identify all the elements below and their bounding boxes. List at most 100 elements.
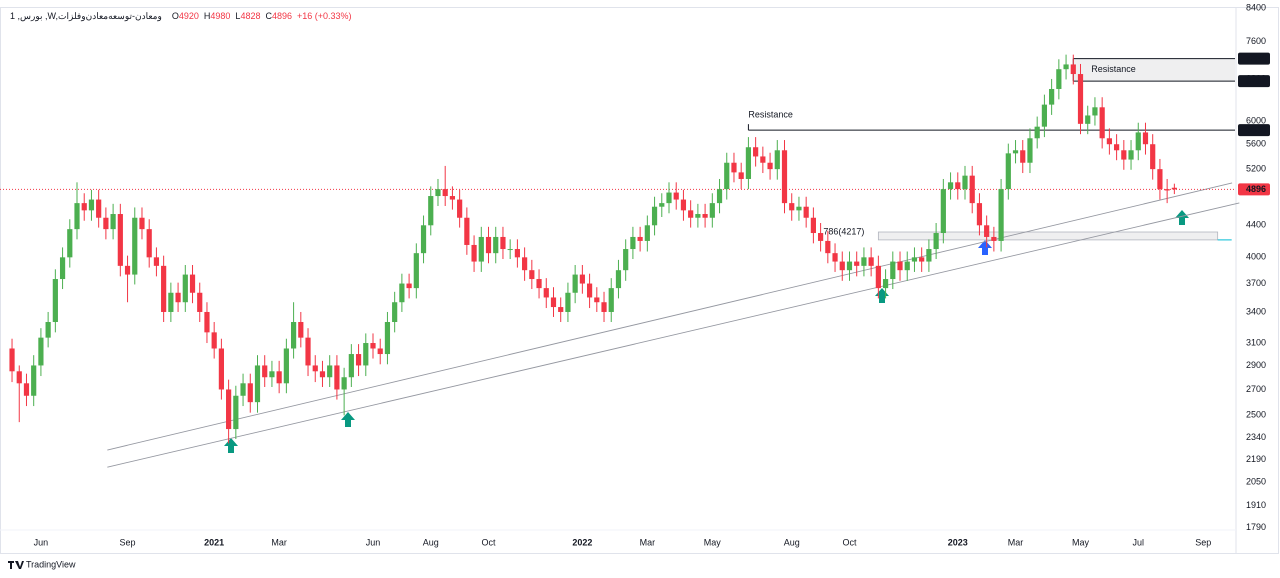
- candle-body: [536, 279, 542, 289]
- candle-body: [341, 377, 347, 390]
- candle-body: [803, 206, 809, 218]
- candle-body: [565, 292, 571, 312]
- candle-body: [168, 292, 174, 312]
- candle-body: [861, 257, 867, 266]
- candle-body: [810, 217, 816, 234]
- candle-body: [146, 229, 152, 258]
- candle-body: [911, 257, 918, 262]
- candle-body: [305, 337, 311, 366]
- candle-body: [377, 348, 383, 355]
- candle-body: [586, 283, 593, 298]
- y-tick-label: 2500: [1246, 410, 1266, 420]
- candle-body: [1063, 64, 1069, 70]
- y-tick-label: 2190: [1246, 454, 1266, 464]
- candle-body: [269, 371, 275, 378]
- candle-body: [854, 261, 860, 266]
- candle-body: [290, 322, 297, 349]
- price-label-box: [1238, 52, 1270, 65]
- x-tick-label: 2022: [572, 537, 592, 547]
- candle-body: [651, 206, 658, 226]
- candle-body: [493, 236, 499, 254]
- candle-body: [1128, 150, 1134, 160]
- candle-body: [796, 206, 802, 211]
- candle-body: [1106, 138, 1112, 145]
- candle-body: [659, 203, 665, 207]
- price-label: 5839: [1246, 125, 1266, 135]
- candle-body: [1157, 169, 1163, 190]
- candle-body: [1049, 88, 1055, 105]
- legend-label: H: [204, 11, 211, 21]
- y-tick-label: 5200: [1246, 164, 1266, 174]
- candle-body: [731, 162, 737, 173]
- candle-body: [132, 217, 138, 275]
- candle-body: [420, 225, 427, 254]
- candle-body: [608, 288, 614, 312]
- candle-body: [1142, 132, 1149, 145]
- candle-body: [218, 348, 224, 390]
- candle-body: [124, 265, 131, 275]
- candle-body: [745, 147, 752, 179]
- candle-body: [471, 244, 477, 262]
- candle-body: [1150, 144, 1156, 170]
- candle-body: [276, 371, 282, 384]
- y-tick-label: 3100: [1246, 337, 1266, 347]
- candle-body: [998, 189, 1004, 241]
- candle-body: [673, 192, 679, 200]
- candle-body: [139, 217, 145, 230]
- candle-body: [738, 172, 744, 179]
- y-tick-label: 3700: [1246, 278, 1266, 288]
- candle-body: [312, 365, 318, 372]
- candle-body: [904, 261, 910, 271]
- legend: 1 ,بورس ,W,ومعادن-توسعه‌معادن‌وفلزات O492…: [10, 11, 352, 22]
- legend-label: C: [265, 11, 272, 21]
- candle-body: [947, 182, 954, 190]
- logo-mark: [8, 561, 24, 569]
- candle-body: [890, 261, 896, 280]
- candle-body: [399, 283, 405, 303]
- candle-body: [976, 203, 983, 226]
- candle-body: [709, 203, 715, 218]
- candle-body: [110, 214, 116, 230]
- y-tick-label: 5600: [1246, 139, 1266, 149]
- y-tick-label: 7600: [1246, 36, 1266, 46]
- candle-body: [1085, 115, 1091, 124]
- brand-logo: [8, 561, 24, 569]
- y-tick-label: 8400: [1246, 2, 1266, 12]
- candle-body: [464, 217, 470, 245]
- candle-body: [226, 389, 232, 430]
- candle-body: [507, 249, 513, 251]
- price-label-box: [1238, 75, 1270, 88]
- candle-body: [933, 233, 939, 250]
- candle-body: [153, 257, 160, 266]
- candle-body: [832, 253, 838, 262]
- candle-body: [38, 337, 44, 366]
- support-zone: [877, 231, 1219, 241]
- candle-body: [991, 236, 997, 241]
- candle-body: [753, 147, 759, 157]
- candle-body: [897, 261, 903, 271]
- candle-body: [442, 189, 448, 197]
- x-tick-label: Sep: [120, 537, 136, 547]
- candle-body: [716, 189, 723, 204]
- candle-body: [760, 156, 766, 163]
- candle-body: [435, 189, 441, 197]
- candle-body: [919, 257, 925, 262]
- price-label: 6757: [1246, 75, 1266, 85]
- legend-value: 4828: [240, 11, 260, 21]
- candle-body: [724, 162, 730, 190]
- candle-body: [355, 354, 362, 366]
- arrow: [978, 240, 992, 255]
- x-tick-label: May: [704, 537, 722, 547]
- candle-body: [767, 162, 773, 170]
- candle-body: [926, 249, 932, 262]
- candle-body: [74, 203, 80, 230]
- candle-body: [818, 233, 824, 241]
- candle-body: [59, 257, 66, 280]
- legend-label: O: [172, 11, 179, 21]
- candle-body: [1077, 74, 1084, 124]
- candle-body: [882, 279, 889, 289]
- y-tick-label: 4000: [1246, 252, 1266, 262]
- candle-body: [543, 288, 549, 298]
- y-tick-label: 4400: [1246, 220, 1266, 230]
